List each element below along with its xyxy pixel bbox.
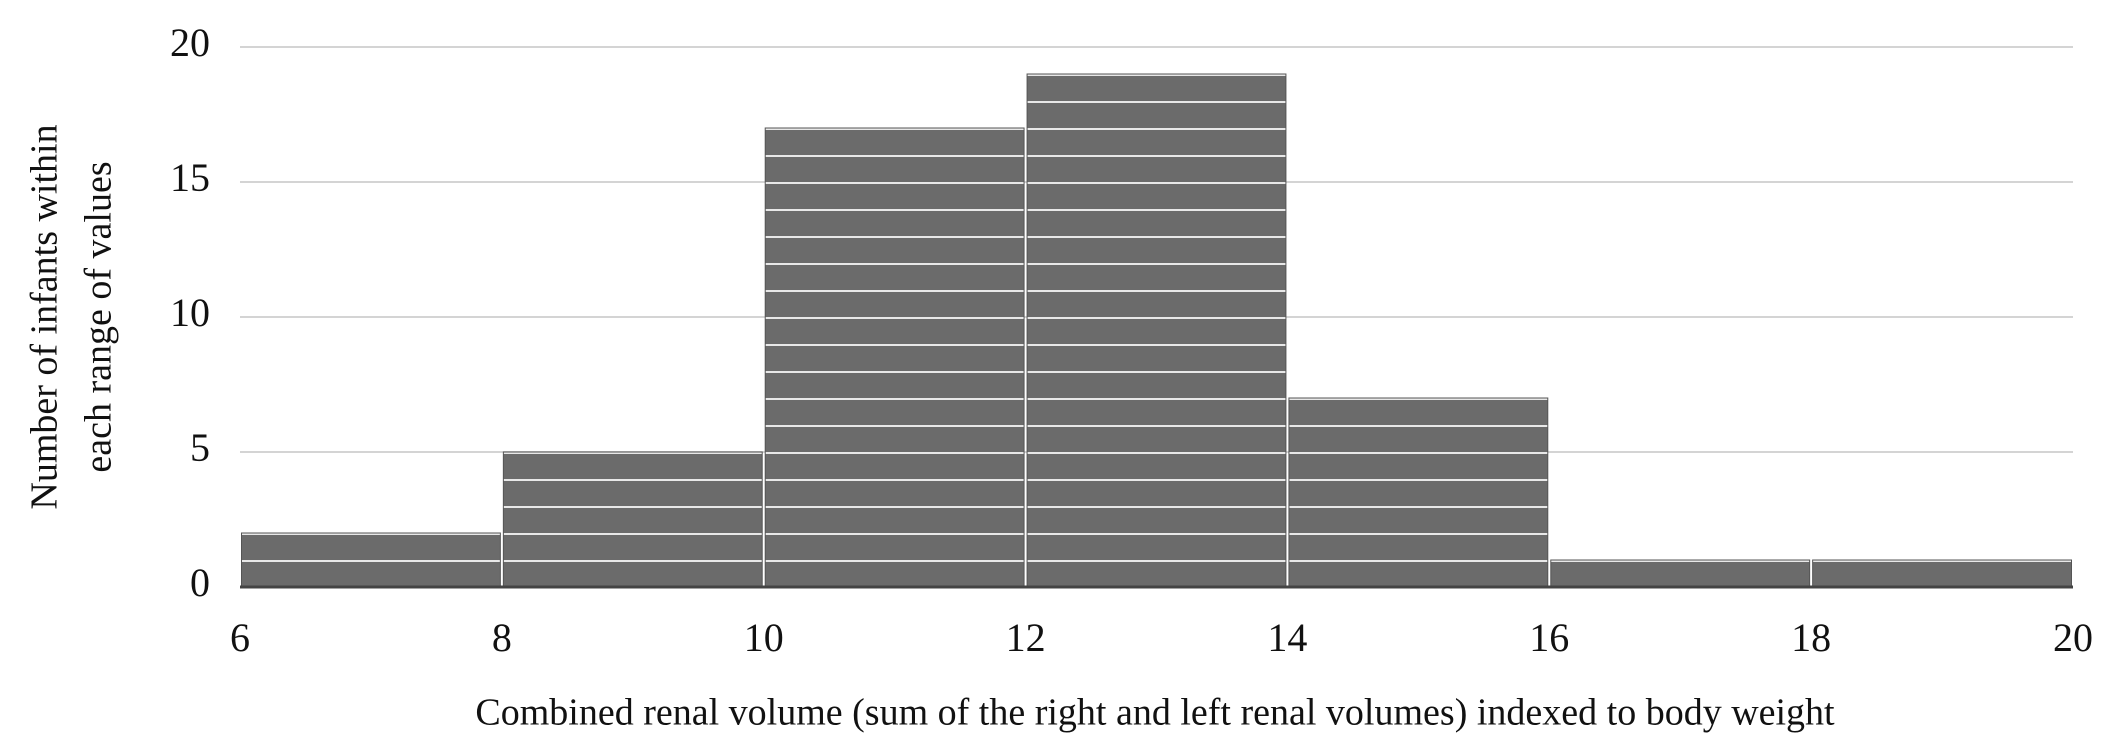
x-tick-label: 12	[1006, 615, 1046, 660]
y-axis-label-line: each range of values	[78, 161, 120, 472]
bar	[1288, 397, 1549, 588]
y-tick-label: 20	[170, 20, 210, 65]
bar	[241, 532, 501, 588]
y-tick-label: 5	[190, 425, 210, 470]
y-tick-label: 15	[170, 155, 210, 200]
x-tick-label: 8	[492, 615, 512, 660]
x-tick-label: 18	[1791, 615, 1831, 660]
x-axis-label: Combined renal volume (sum of the right …	[475, 692, 1835, 734]
bar	[1550, 559, 1811, 588]
y-axis-label-line: Number of infants within	[24, 124, 66, 509]
x-tick-label: 10	[744, 615, 784, 660]
x-tick-label: 20	[2053, 615, 2093, 660]
y-axis-label: Number of infants within each range of v…	[24, 124, 120, 509]
bar	[764, 127, 1025, 588]
bar	[1026, 73, 1287, 588]
bar	[1812, 559, 2072, 588]
y-tick-label: 0	[190, 560, 210, 605]
x-tick-label: 6	[230, 615, 250, 660]
x-tick-label: 14	[1267, 615, 1307, 660]
bar	[502, 451, 763, 588]
x-tick-label: 16	[1529, 615, 1569, 660]
y-tick-label: 10	[170, 290, 210, 335]
